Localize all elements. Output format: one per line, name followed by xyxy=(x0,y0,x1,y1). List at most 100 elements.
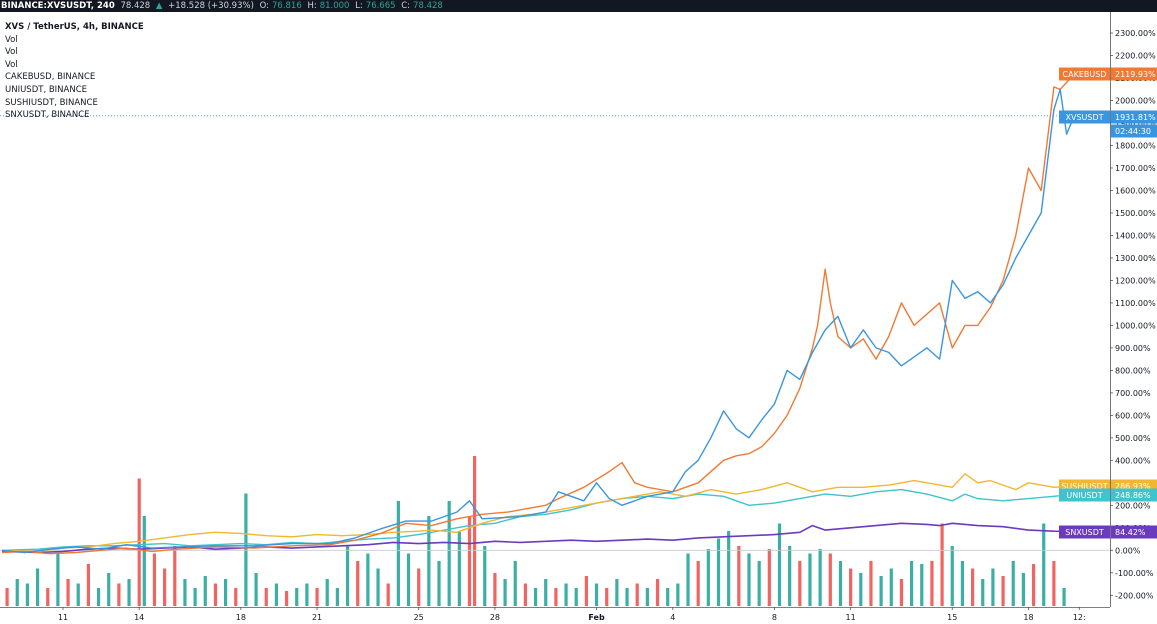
volume-bar xyxy=(828,553,832,606)
last-label-name-bg xyxy=(1059,67,1110,81)
volume-bar xyxy=(386,583,390,606)
up-arrow-icon: ▲ xyxy=(155,1,163,11)
volume-bar xyxy=(244,493,248,606)
price-axis-label: 1000.00% xyxy=(1115,321,1156,330)
time-axis-label: 25 xyxy=(414,613,424,622)
header-high-label: H: xyxy=(307,1,317,11)
legend-main-symbol[interactable]: XVS / TetherUS, 4h, BINANCE xyxy=(5,22,144,32)
time-axis-label: 28 xyxy=(490,613,500,622)
volume-bar xyxy=(127,579,131,606)
last-label-value-bg xyxy=(1111,488,1157,502)
volume-bar xyxy=(366,553,370,606)
price-axis-label: 700.00% xyxy=(1115,389,1151,398)
last-label-value: 248.86% xyxy=(1115,491,1151,500)
volume-bar xyxy=(25,583,30,606)
volume-bar xyxy=(406,553,411,606)
legend-study-vol-3[interactable]: Vol xyxy=(5,59,18,70)
volume-bar xyxy=(737,546,741,606)
volume-bar xyxy=(554,588,558,606)
volume-bar xyxy=(163,568,167,606)
price-axis-label: 1700.00% xyxy=(1115,164,1156,173)
volume-bar xyxy=(1042,523,1046,606)
legend-compare-snxusdt[interactable]: SNXUSDT, BINANCE xyxy=(5,110,90,121)
last-label-name: XVSUSDT xyxy=(1065,113,1103,122)
header-high: 81.000 xyxy=(319,1,350,11)
volume-bar xyxy=(254,573,258,606)
last-label-uniusdt: UNIUSDT 248.86% xyxy=(1059,488,1157,502)
countdown-timer: 02:44:30 xyxy=(1115,127,1151,136)
volume-bar xyxy=(15,579,19,606)
header-last: 78.428 xyxy=(120,1,151,11)
volume-bar xyxy=(325,579,329,606)
last-label-value: 1931.81% xyxy=(1115,113,1156,122)
volume-bar xyxy=(605,588,609,606)
price-axis-label: 400.00% xyxy=(1115,456,1151,465)
volume-bar xyxy=(747,553,751,606)
countdown-bg xyxy=(1111,124,1157,138)
price-axis-label: 200.00% xyxy=(1115,501,1151,510)
price-axis-label: 2000.00% xyxy=(1115,97,1156,106)
price-axis-label: 800.00% xyxy=(1115,366,1151,375)
volume-bar xyxy=(472,456,477,606)
last-label-name-bg xyxy=(1059,488,1110,502)
volume-bar xyxy=(666,588,670,606)
legend-compare-uniusdt[interactable]: UNIUSDT, BINANCE xyxy=(5,84,88,95)
time-axis-label: 11 xyxy=(58,613,68,622)
volume-bar xyxy=(645,588,649,606)
volume-bar xyxy=(574,588,578,606)
symbol-header: BINANCE:XVSUSDT, 240 78.428 ▲ +18.528 (+… xyxy=(0,0,1157,12)
header-symbol[interactable]: BINANCE:XVSUSDT, 240 xyxy=(1,1,115,11)
volume-bar xyxy=(35,568,40,606)
volume-bars xyxy=(5,456,1066,606)
volume-bar xyxy=(107,573,111,606)
volume-bar xyxy=(788,546,792,606)
last-label-name-bg xyxy=(1059,110,1110,124)
volume-bar xyxy=(879,576,883,606)
time-axis-label: Feb xyxy=(588,613,605,622)
volume-bar xyxy=(676,583,680,606)
legend-study-vol-2[interactable]: Vol xyxy=(5,47,18,58)
price-axis-label: 1300.00% xyxy=(1115,254,1156,263)
legend-compare-sushiusdt[interactable]: SUSHIUSDT, BINANCE xyxy=(5,97,98,108)
series-line-xvsusdt xyxy=(1,88,1075,554)
volume-bar xyxy=(173,546,177,606)
time-axis-label: 11 xyxy=(846,613,856,622)
volume-bar xyxy=(213,583,218,606)
volume-bar xyxy=(1031,564,1036,606)
volume-bar xyxy=(615,579,619,606)
legend-study-vol-1[interactable]: Vol xyxy=(5,34,18,45)
volume-bar xyxy=(757,561,761,606)
volume-bar xyxy=(716,538,721,606)
volume-bar xyxy=(635,583,639,606)
volume-bar xyxy=(457,531,461,606)
last-label-name: UNIUSDT xyxy=(1066,491,1102,500)
price-axis-label: 1800.00% xyxy=(1115,141,1156,150)
volume-bar xyxy=(345,546,350,606)
header-close-label: C: xyxy=(401,1,411,11)
volume-bar xyxy=(910,561,914,606)
last-label-value-bg xyxy=(1111,67,1157,81)
price-axis-label: 600.00% xyxy=(1115,411,1151,420)
header-low-label: L: xyxy=(355,1,363,11)
volume-bar xyxy=(223,579,228,606)
last-label-name: SNXUSDT xyxy=(1065,528,1104,537)
price-axis-label: 0.00% xyxy=(1115,546,1141,555)
volume-bar xyxy=(193,588,197,606)
time-axis-label: 14 xyxy=(134,613,144,622)
volume-bar xyxy=(137,478,141,606)
volume-bar xyxy=(920,564,924,606)
volume-bar xyxy=(838,561,843,606)
volume-bar xyxy=(76,583,80,606)
volume-bar xyxy=(335,588,339,606)
volume-bar xyxy=(777,523,782,606)
volume-bar xyxy=(970,568,975,606)
legend-compare-cakebusd[interactable]: CAKEBUSD, BINANCE xyxy=(5,72,96,83)
volume-bar xyxy=(447,501,451,606)
header-change: +18.528 (+30.93%) xyxy=(168,1,254,11)
price-axis-label: 2200.00% xyxy=(1115,52,1156,61)
volume-bar xyxy=(56,553,60,606)
volume-bar xyxy=(234,588,238,606)
last-label-value-bg xyxy=(1111,110,1157,124)
price-axis-label: 2300.00% xyxy=(1115,29,1156,38)
